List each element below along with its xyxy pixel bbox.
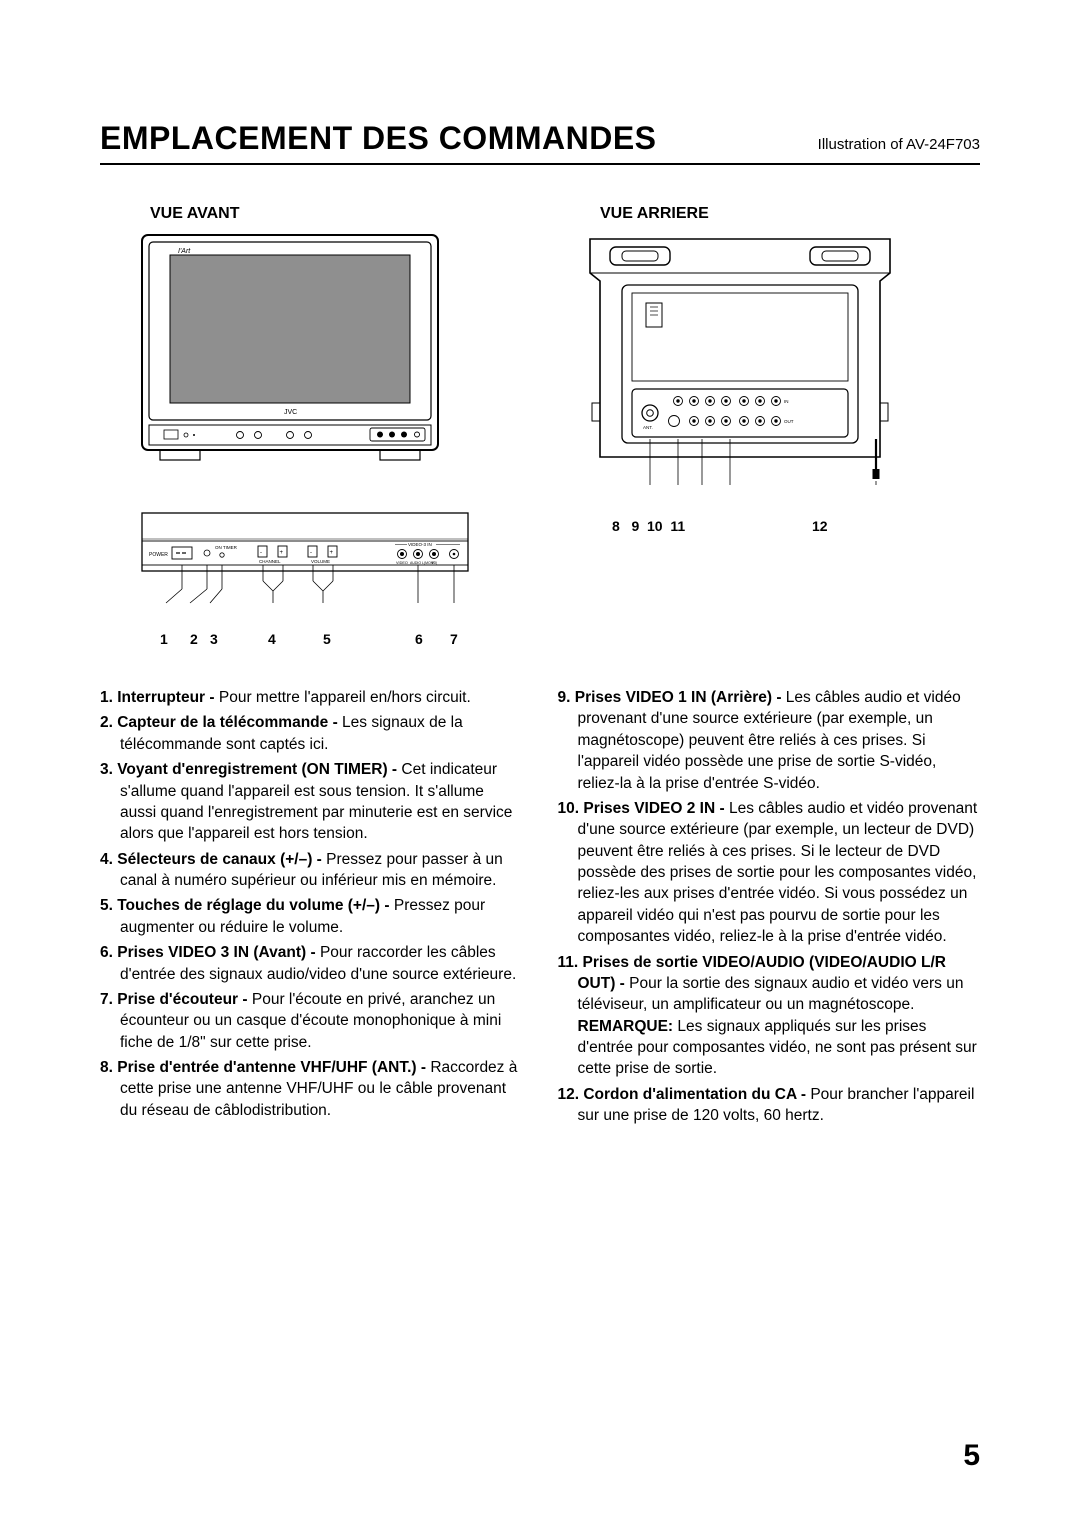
list-item: 9. Prises VIDEO 1 IN (Arrière) - Les câb…	[558, 687, 981, 794]
front-callouts: 1 2 3 4 5 6 7	[160, 631, 530, 647]
list-item: 7. Prise d'écouteur - Pour l'écoute en p…	[100, 989, 523, 1053]
svg-text:IN: IN	[784, 399, 789, 404]
list-item: 2. Capteur de la télécommande - Les sign…	[100, 712, 523, 755]
left-column: 1. Interrupteur - Pour mettre l'appareil…	[100, 687, 523, 1131]
svg-text:OUT: OUT	[784, 419, 794, 424]
list-item: 1. Interrupteur - Pour mettre l'appareil…	[100, 687, 523, 708]
rear-view-label: VUE ARRIERE	[600, 205, 980, 223]
svg-text:VIDEO: VIDEO	[396, 561, 408, 565]
volume-label: VOLUME	[311, 559, 330, 564]
front-view-column: VUE AVANT I'Art JVC	[100, 205, 530, 647]
tv-rear-figure: ANT. IN OUT	[580, 233, 900, 508]
right-column: 9. Prises VIDEO 1 IN (Arrière) - Les câb…	[558, 687, 981, 1131]
svg-text:+: +	[280, 550, 284, 556]
channel-label: CHANNEL	[259, 559, 281, 564]
svg-text:+: +	[330, 550, 334, 556]
svg-text:-: -	[260, 550, 262, 556]
on-timer-label: ON TIMER	[215, 545, 238, 550]
list-item: 10. Prises VIDEO 2 IN - Les câbles audio…	[558, 798, 981, 948]
list-item: 3. Voyant d'enregistrement (ON TIMER) - …	[100, 759, 523, 845]
description-columns: 1. Interrupteur - Pour mettre l'appareil…	[100, 687, 980, 1131]
views-row: VUE AVANT I'Art JVC	[100, 205, 980, 647]
list-item: 6. Prises VIDEO 3 IN (Avant) - Pour racc…	[100, 942, 523, 985]
illustration-note: Illustration of AV-24F703	[818, 136, 980, 153]
page-title: EMPLACEMENT DES COMMANDES	[100, 120, 657, 157]
page-number: 5	[963, 1439, 980, 1473]
rear-callouts: 8 9 10 11 12	[612, 518, 980, 534]
svg-text:I'Art: I'Art	[178, 248, 191, 255]
tv-front-figure: I'Art JVC	[140, 233, 440, 463]
svg-text:ANT.: ANT.	[643, 425, 653, 430]
power-label: POWER	[149, 552, 168, 558]
svg-text:JVC: JVC	[284, 409, 297, 416]
rear-view-column: VUE ARRIERE ANT.	[550, 205, 980, 647]
svg-text:-: -	[310, 550, 312, 556]
front-view-label: VUE AVANT	[150, 205, 530, 223]
svg-text:R: R	[432, 561, 435, 565]
list-item: 5. Touches de réglage du volume (+/–) - …	[100, 895, 523, 938]
header: EMPLACEMENT DES COMMANDES Illustration o…	[100, 120, 980, 165]
list-item: 11. Prises de sortie VIDEO/AUDIO (VIDEO/…	[558, 952, 981, 1080]
front-panel-figure: POWER ON TIMER - + CHANNEL - +	[140, 511, 470, 621]
list-item: 12. Cordon d'alimentation du CA - Pour b…	[558, 1084, 981, 1127]
list-item: 8. Prise d'entrée d'antenne VHF/UHF (ANT…	[100, 1057, 523, 1121]
video3-label: VIDEO-3 IN	[408, 542, 432, 547]
list-item: 4. Sélecteurs de canaux (+/–) - Pressez …	[100, 849, 523, 892]
